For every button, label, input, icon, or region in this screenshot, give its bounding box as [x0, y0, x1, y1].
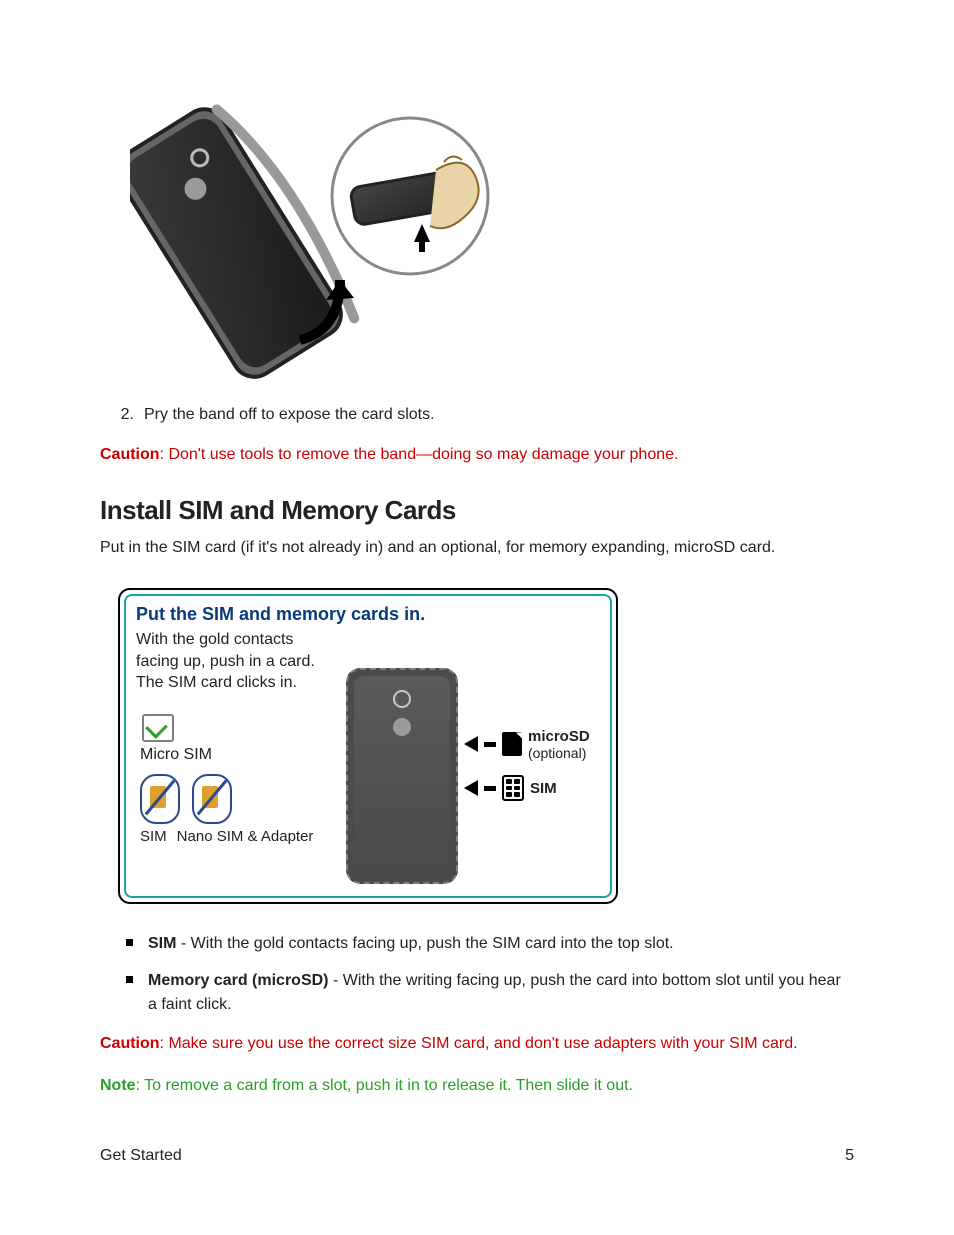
step-number: 2.	[100, 403, 144, 427]
sim-diagram-card: Put the SIM and memory cards in. With th…	[118, 588, 618, 904]
note-text: : To remove a card from a slot, push it …	[136, 1077, 633, 1094]
phone-mockup	[346, 668, 458, 884]
caution-text: : Make sure you use the correct size SIM…	[160, 1035, 798, 1052]
micro-sim-label: Micro SIM	[140, 746, 336, 764]
step-text: Pry the band off to expose the card slot…	[144, 403, 854, 427]
microsd-slot-row: microSD (optional)	[464, 728, 590, 761]
diagram-sub-line2: facing up, push in a card.	[136, 653, 315, 670]
diagram-subtitle: With the gold contacts facing up, push i…	[136, 629, 366, 694]
bullet-label: SIM	[148, 935, 176, 952]
sim-label-text: SIM	[140, 828, 167, 845]
footer-page-number: 5	[845, 1147, 854, 1165]
microsd-sublabel: (optional)	[528, 745, 590, 761]
microsd-label: microSD	[528, 728, 590, 745]
note: Note: To remove a card from a slot, push…	[100, 1074, 854, 1098]
section-intro: Put in the SIM card (if it's not already…	[100, 536, 854, 560]
nano-sim-crossed-icon	[192, 774, 232, 824]
bullet-label: Memory card (microSD)	[148, 972, 329, 989]
caution-2: Caution: Make sure you use the correct s…	[100, 1032, 854, 1056]
page: 2. Pry the band off to expose the card s…	[0, 0, 954, 1235]
diagram-phone-area: microSD (optional) SIM	[346, 668, 600, 884]
arrow-left-icon	[464, 736, 478, 752]
caution-label: Caution	[100, 1035, 160, 1052]
bullet-text: - With the gold contacts facing up, push…	[176, 935, 673, 952]
sim-slot-label: SIM	[530, 780, 557, 797]
micro-sim-check-icon	[142, 714, 174, 742]
diagram-sub-line1: With the gold contacts	[136, 631, 293, 648]
arrow-left-icon	[464, 780, 478, 796]
microsd-card-icon	[502, 732, 522, 756]
instruction-list: SIM - With the gold contacts facing up, …	[126, 932, 854, 1018]
caution-1: Caution: Don't use tools to remove the b…	[100, 443, 854, 467]
sim-card-icon	[502, 775, 524, 801]
note-label: Note	[100, 1077, 136, 1094]
section-heading: Install SIM and Memory Cards	[100, 495, 854, 526]
sim-crossed-icon	[140, 774, 180, 824]
caution-label: Caution	[100, 446, 160, 463]
diagram-left-column: Micro SIM SIM Nano SIM & Adapter	[136, 700, 336, 884]
page-footer: Get Started 5	[100, 1147, 854, 1165]
list-item: Memory card (microSD) - With the writing…	[126, 969, 854, 1019]
footer-section: Get Started	[100, 1147, 182, 1165]
nano-label-text: Nano SIM & Adapter	[177, 828, 314, 845]
diagram-title: Put the SIM and memory cards in.	[136, 604, 600, 625]
pry-band-illustration	[130, 90, 490, 380]
list-item: SIM - With the gold contacts facing up, …	[126, 932, 854, 957]
diagram-sub-line3: The SIM card clicks in.	[136, 674, 297, 691]
sim-slot-row: SIM	[464, 775, 590, 801]
step-2: 2. Pry the band off to expose the card s…	[100, 403, 854, 427]
caution-text: : Don't use tools to remove the band—doi…	[160, 446, 679, 463]
